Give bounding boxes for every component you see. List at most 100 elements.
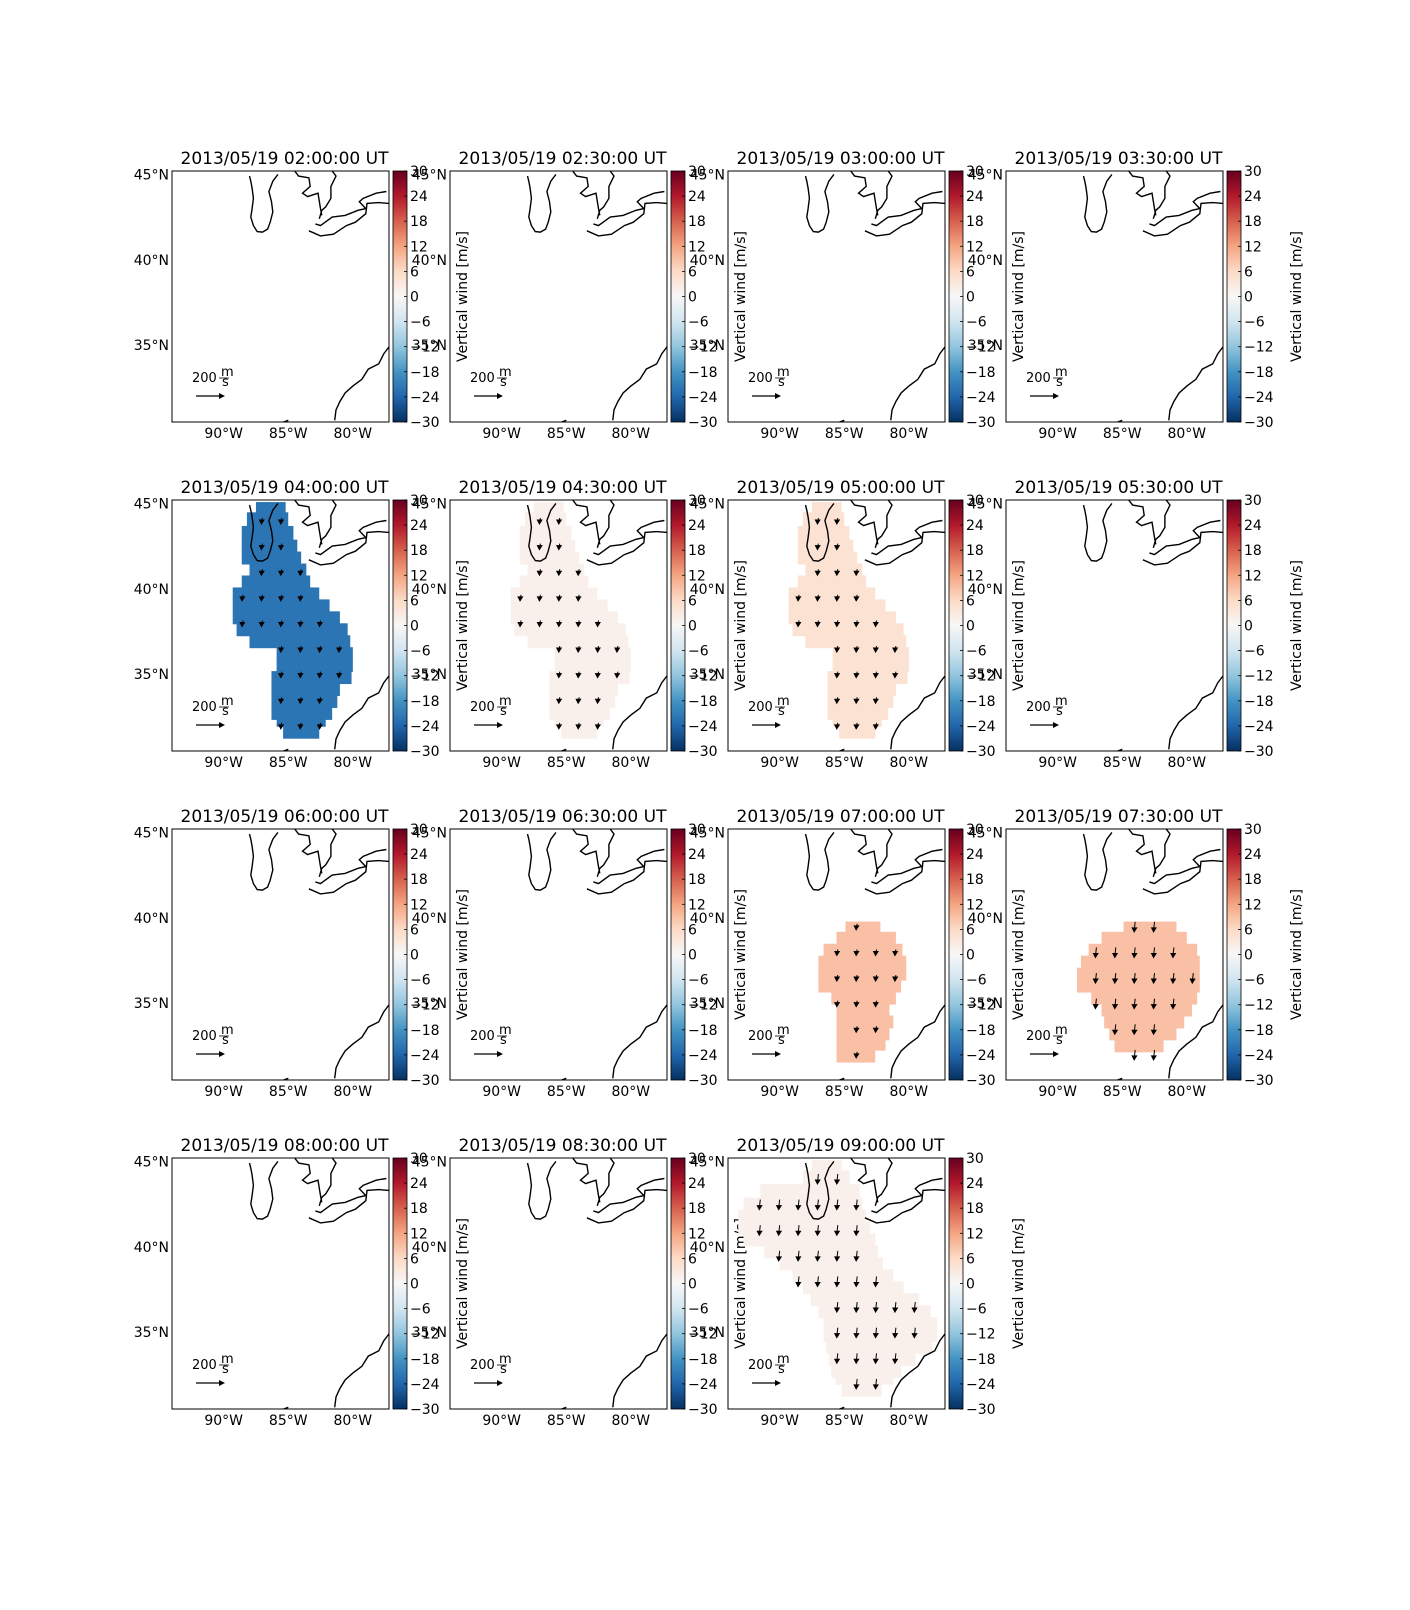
wind-arrow-head [872, 621, 879, 628]
colorbar: −30 −24 −18 −12 −6 0 6 12 18 24 30 Vertical wind [m… [1226, 822, 1305, 1089]
wind-arrow-head [614, 647, 621, 654]
wind-cell-row [514, 623, 626, 637]
wind-cell-row [792, 623, 904, 637]
lat-tick-label: 45°N [134, 167, 169, 183]
wind-arrow-head [239, 621, 246, 628]
lat-tick-label: 40°N [690, 582, 725, 598]
colorbar-tick-label: 6 [410, 922, 419, 938]
map-frame [1005, 828, 1224, 1081]
colorbar-tick-label: −18 [966, 1023, 996, 1039]
scale-key-unit-den: s [1056, 375, 1063, 390]
wind-arrow-head [853, 1307, 860, 1314]
lat-tick-label: 35°N [134, 996, 169, 1012]
coastline [586, 859, 667, 895]
lat-tick-label: 35°N [968, 667, 1003, 683]
lat-tick-label: 35°N [134, 1325, 169, 1341]
lat-tick-label: 45°N [690, 496, 725, 512]
wind-arrow-head [833, 1256, 841, 1262]
colorbar-tick-label: 0 [966, 290, 975, 306]
wind-arrow-head [892, 1307, 899, 1314]
lat-tick-label: 45°N [690, 167, 725, 183]
lat-tick-label: 45°N [134, 496, 169, 512]
map-panel: 2013/05/19 04:00:00 UT 35°N 40°N 45°N 90°W 85… [134, 478, 471, 771]
coastline [559, 1406, 567, 1409]
coastline [890, 1333, 945, 1408]
lon-tick-label: 80°W [333, 426, 372, 442]
panel-title: 2013/05/19 07:00:00 UT [737, 807, 946, 827]
lon-tick-label: 90°W [1038, 426, 1077, 442]
colorbar-tick-label: 30 [688, 493, 706, 509]
colorbar-tick-label: 0 [688, 948, 697, 964]
coastline [1128, 171, 1157, 216]
wind-region [818, 921, 907, 1063]
wind-cell-row [271, 706, 333, 720]
colorbar-tick-label: −6 [688, 644, 709, 660]
lon-tick-label: 85°W [547, 1413, 586, 1429]
wind-cell-row [832, 718, 882, 727]
lon-tick-label: 85°W [825, 1413, 864, 1429]
wind-cell-row [1101, 1003, 1192, 1017]
wind-arrow-head [833, 1230, 841, 1237]
scale-key-value: 200 [748, 1029, 773, 1044]
wind-cell-row [549, 706, 611, 720]
coastline [586, 201, 667, 237]
lat-tick-label: 40°N [690, 253, 725, 269]
colorbar-tick-label: −18 [688, 365, 718, 381]
lat-tick-label: 40°N [134, 911, 169, 927]
scale-key: 200 ms [748, 365, 790, 399]
wind-arrow-head [1150, 978, 1157, 985]
map-frame [727, 1157, 946, 1410]
wind-arrow-head [853, 596, 860, 602]
colorbar-tick-label: 6 [688, 593, 697, 609]
lon-tick-label: 90°W [760, 1413, 799, 1429]
wind-cell-row [841, 1383, 882, 1397]
wind-cell-row [283, 725, 320, 739]
scale-key: 200 ms [192, 1352, 234, 1386]
lon-tick-label: 80°W [333, 1413, 372, 1429]
wind-cell-row [831, 991, 896, 1005]
colorbar-tick-label: 30 [1244, 493, 1262, 509]
coastline [334, 675, 389, 750]
wind-arrow-head [614, 673, 621, 679]
colorbar-tick-label: 30 [410, 1151, 428, 1167]
colorbar-label: Vertical wind [m/s] [1289, 889, 1305, 1020]
colorbar-tick-label: −12 [688, 998, 718, 1014]
wind-arrow-head [872, 724, 879, 730]
wind-arrow-head [1150, 927, 1157, 933]
wind-cell-row [743, 1233, 876, 1247]
wind-cell-row [835, 1376, 894, 1385]
scale-key-value: 200 [1026, 700, 1051, 715]
colorbar-tick-label: 6 [1244, 264, 1253, 280]
colorbar: −30 −24 −18 −12 −6 0 6 12 18 24 30 Vertical wind [m… [392, 822, 471, 1089]
colorbar-tick-label: 6 [688, 1251, 697, 1267]
wind-arrow-head [756, 1230, 763, 1237]
colorbar-label: Vertical wind [m/s] [455, 231, 471, 362]
panel-title: 2013/05/19 02:30:00 UT [459, 149, 668, 169]
wind-arrow-head [594, 647, 601, 654]
coastline [572, 500, 601, 545]
scale-key-arrow-head [497, 722, 503, 728]
wind-cell-row [549, 683, 618, 697]
coastline [850, 829, 879, 874]
coastline [837, 748, 845, 751]
colorbar-tick-label: 18 [1244, 543, 1262, 559]
wind-cell-row [845, 921, 881, 933]
scale-key-value: 200 [470, 700, 495, 715]
lon-tick-label: 80°W [611, 755, 650, 771]
wind-cell-row [232, 587, 320, 601]
wind-cell-row [249, 635, 351, 649]
coastline [526, 1160, 557, 1220]
coastline [1152, 171, 1171, 219]
colorbar-tick-label: 18 [966, 872, 984, 888]
wind-arrow-head [277, 647, 285, 654]
colorbar-tick-label: 12 [966, 568, 984, 584]
coastline [248, 502, 279, 562]
colorbar-tick-label: −12 [966, 669, 996, 685]
lat-tick-label: 40°N [690, 911, 725, 927]
wind-arrow-head [536, 596, 543, 602]
lat-tick-label: 45°N [134, 1154, 169, 1170]
scale-key: 200 ms [470, 1023, 512, 1057]
scale-key: 200 ms [470, 1352, 512, 1386]
colorbar-tick-label: −6 [688, 1302, 709, 1318]
coastline [318, 829, 337, 877]
